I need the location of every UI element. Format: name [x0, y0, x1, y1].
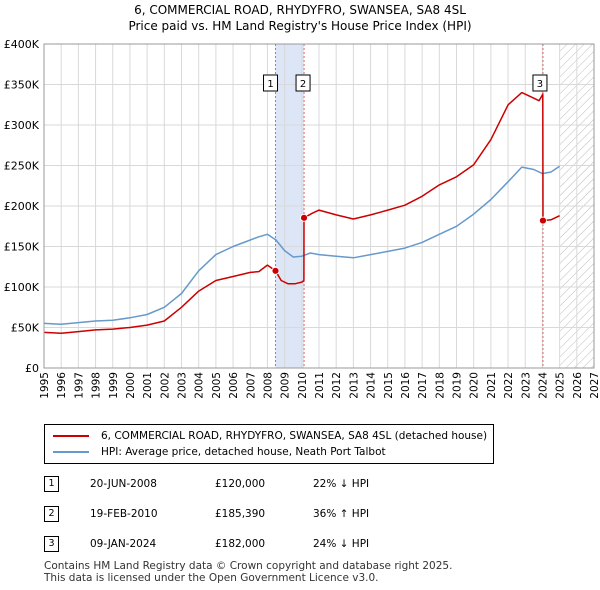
sale-hpi-diff: 24% ↓ HPI [313, 538, 370, 550]
y-tick-label: £150K [4, 241, 40, 254]
sale-date: 09-JAN-2024 [90, 538, 157, 550]
x-tick-label: 2008 [262, 372, 274, 399]
x-tick-label: 2025 [555, 372, 567, 399]
x-tick-label: 2005 [211, 372, 223, 399]
y-tick-label: £0 [25, 362, 39, 375]
sale-price: £120,000 [215, 478, 266, 490]
x-tick-label: 2015 [383, 372, 395, 399]
sale-price: £185,390 [215, 508, 266, 520]
x-tick-label: 2002 [159, 372, 171, 399]
x-tick-label: 2024 [537, 372, 549, 399]
x-tick-label: 2022 [503, 372, 515, 399]
sale-number-box [295, 74, 311, 92]
y-tick-label: £200K [4, 200, 40, 213]
footer-copyright: Contains HM Land Registry data © Crown c… [44, 560, 453, 572]
hpi-series-line [43, 165, 561, 326]
sale-row: 2 19-FEB-2010 £185,390 36% ↑ HPI [0, 504, 600, 524]
x-tick-label: 2013 [348, 372, 360, 399]
x-tick-label: 1996 [56, 372, 68, 399]
x-tick-label: 2009 [280, 372, 292, 399]
sale-badge: 3 [44, 536, 59, 552]
legend-item-property: 6, COMMERCIAL ROAD, RHYDYFRO, SWANSEA, S… [53, 428, 487, 444]
x-tick-label: 2012 [331, 372, 343, 399]
x-tick-label: 2001 [142, 372, 154, 399]
legend-swatch-hpi [53, 451, 89, 453]
x-tick-label: 1997 [73, 372, 85, 399]
chart-subtitle: Price paid vs. HM Land Registry's House … [128, 19, 472, 33]
x-tick-label: 2011 [314, 372, 326, 399]
chart-legend: 6, COMMERCIAL ROAD, RHYDYFRO, SWANSEA, S… [44, 424, 494, 464]
sale-row: 3 09-JAN-2024 £182,000 24% ↓ HPI [0, 534, 600, 554]
price-chart: 1 2 3 £0 £50K £100K £150K £200K £250K £300K £350K £… [4, 38, 600, 399]
y-tick-label: £100K [4, 281, 40, 294]
footer-licence: This data is licensed under the Open Gov… [44, 572, 379, 584]
x-tick-label: 2016 [400, 372, 412, 399]
legend-item-hpi: HPI: Average price, detached house, Neat… [53, 444, 386, 460]
sale-date: 19-FEB-2010 [90, 508, 158, 520]
x-tick-label: 2010 [297, 372, 309, 399]
property-series-line [43, 91, 560, 334]
x-tick-label: 2000 [125, 372, 137, 399]
sale-point [300, 213, 308, 222]
x-tick-label: 2004 [194, 372, 206, 399]
x-tick-label: 2027 [589, 372, 600, 399]
x-tick-label: 2017 [417, 372, 429, 399]
sale-price: £182,000 [215, 538, 266, 550]
sale-date: 20-JUN-2008 [90, 478, 157, 490]
x-tick-label: 1995 [39, 372, 51, 399]
y-tick-label: £50K [11, 322, 40, 335]
x-tick-label: 2026 [572, 372, 584, 399]
x-tick-label: 1999 [108, 372, 120, 399]
x-tick-label: 2018 [434, 372, 446, 399]
sale-number-label: 1 [267, 79, 273, 90]
y-tick-label: £350K [4, 79, 40, 92]
sale-number-label: 2 [300, 79, 306, 90]
chart-title: 6, COMMERCIAL ROAD, RHYDYFRO, SWANSEA, S… [134, 3, 466, 17]
x-tick-label: 2007 [245, 372, 257, 399]
sale-badge: 2 [44, 506, 59, 522]
y-tick-label: £250K [4, 160, 40, 173]
x-tick-label: 2021 [486, 372, 498, 399]
sale-row: 1 20-JUN-2008 £120,000 22% ↓ HPI [0, 474, 600, 494]
x-tick-label: 2014 [366, 372, 378, 399]
sale-number-box [263, 74, 279, 92]
sale-point [271, 266, 280, 275]
sale-badge: 1 [44, 476, 59, 492]
legend-label-property: 6, COMMERCIAL ROAD, RHYDYFRO, SWANSEA, S… [101, 430, 488, 442]
sale-number-label: 3 [537, 79, 543, 90]
x-tick-label: 2003 [177, 372, 189, 399]
x-tick-label: 2023 [520, 372, 532, 399]
sale-number-box [532, 74, 548, 92]
x-tick-label: 2019 [452, 372, 464, 399]
sale-point [539, 216, 547, 225]
legend-swatch-property [53, 435, 89, 437]
y-tick-label: £400K [4, 38, 40, 51]
legend-label-hpi: HPI: Average price, detached house, Neat… [101, 446, 386, 458]
plot-frame [43, 43, 595, 369]
x-tick-label: 1998 [91, 372, 103, 399]
sale-hpi-diff: 22% ↓ HPI [313, 478, 370, 490]
y-tick-label: £300K [4, 119, 40, 132]
x-tick-label: 2020 [469, 372, 481, 399]
sale-hpi-diff: 36% ↑ HPI [313, 508, 370, 520]
x-tick-label: 2006 [228, 372, 240, 399]
